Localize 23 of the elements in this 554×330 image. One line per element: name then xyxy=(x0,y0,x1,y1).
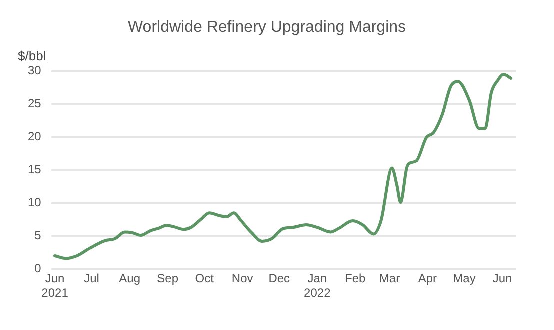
x-tick-label: Aug xyxy=(119,272,140,286)
x-tick-label: Oct xyxy=(195,272,215,286)
x-tick-label: Jan 2022 xyxy=(304,272,332,300)
y-axis-title: $/bbl xyxy=(18,48,46,64)
y-tick-label: 0 xyxy=(34,262,42,276)
x-tick-label: Dec xyxy=(268,272,290,286)
x-tick-label: Nov xyxy=(232,272,254,286)
y-tick-label: 10 xyxy=(28,196,42,210)
x-tick-label: Jun 2021 xyxy=(42,272,69,300)
x-tick-label: Mar xyxy=(379,272,400,286)
y-tick-label: 20 xyxy=(28,130,42,144)
x-tick-label: Jun xyxy=(492,272,512,286)
y-tick-label: 15 xyxy=(28,162,42,177)
x-tick-label: Apr xyxy=(418,272,438,286)
line-series xyxy=(54,73,513,260)
chart-title: Worldwide Refinery Upgrading Margins xyxy=(128,19,406,36)
y-tick-label: 30 xyxy=(28,64,42,78)
x-tick-label: Sep xyxy=(157,272,179,286)
y-tick-label: 5 xyxy=(34,228,42,243)
x-tick-label: May xyxy=(453,272,476,286)
y-tick-label: 25 xyxy=(28,96,42,111)
x-tick-label: Feb xyxy=(345,272,366,286)
x-tick-label: Jul xyxy=(84,272,100,286)
